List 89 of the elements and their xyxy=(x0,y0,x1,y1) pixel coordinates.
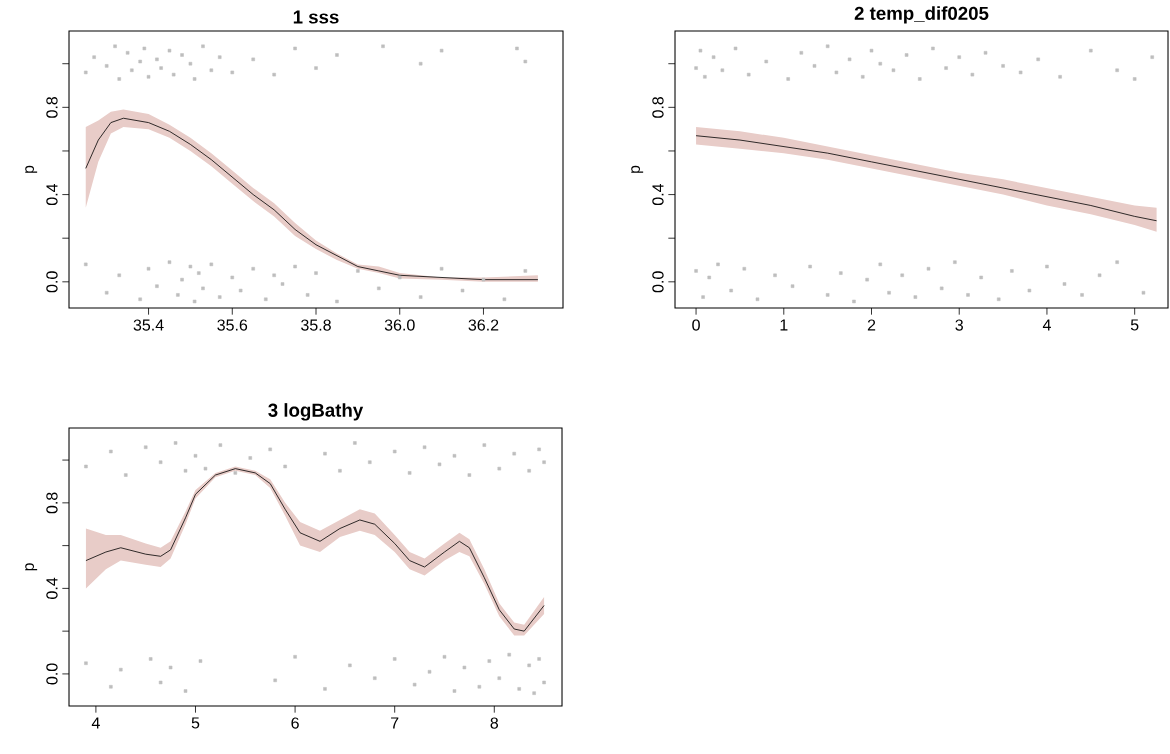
point xyxy=(537,447,541,452)
x-tick-label: 4 xyxy=(1042,319,1051,331)
point xyxy=(109,685,113,689)
point xyxy=(218,443,223,447)
point xyxy=(109,449,113,454)
point xyxy=(497,466,501,471)
point xyxy=(183,469,188,473)
point xyxy=(148,657,153,661)
point xyxy=(437,462,442,467)
point xyxy=(537,657,541,661)
point xyxy=(407,471,412,475)
point xyxy=(193,454,198,458)
point xyxy=(507,652,511,657)
point xyxy=(532,691,536,695)
point xyxy=(124,473,128,477)
point xyxy=(283,464,287,469)
y-axis-title: p xyxy=(631,165,644,173)
point xyxy=(248,456,253,460)
point xyxy=(84,464,88,469)
point xyxy=(527,469,531,473)
point xyxy=(512,451,516,456)
x-tick-label: 2 xyxy=(867,319,876,331)
x-tick-label: 35.6 xyxy=(217,319,248,331)
point xyxy=(168,665,173,670)
x-tick-label: 5 xyxy=(191,717,200,729)
y-tick-label: 0.0 xyxy=(46,271,58,293)
point xyxy=(353,441,357,445)
point xyxy=(487,659,492,663)
x-tick-label: 3 xyxy=(955,319,963,331)
point xyxy=(198,659,203,663)
point xyxy=(542,460,546,464)
point xyxy=(348,663,352,668)
point xyxy=(84,661,88,665)
y-tick-label: 0.0 xyxy=(46,663,58,685)
y-tick-label: 0.4 xyxy=(652,183,664,206)
point xyxy=(233,471,238,475)
x-tick-label: 7 xyxy=(391,717,399,729)
point xyxy=(183,689,188,693)
point xyxy=(392,657,397,661)
point xyxy=(497,676,501,680)
x-tick-label: 4 xyxy=(91,717,100,729)
point xyxy=(442,655,447,659)
point xyxy=(368,460,372,464)
point xyxy=(517,687,521,691)
y-tick-label: 0.4 xyxy=(46,577,58,599)
point xyxy=(392,449,397,454)
point xyxy=(143,445,148,449)
point xyxy=(119,667,123,672)
x-tick-label: 5 xyxy=(1130,319,1139,331)
point xyxy=(158,680,163,685)
x-tick-label: 1 xyxy=(780,319,788,331)
point xyxy=(158,460,163,464)
chart-title: 3 logBathy xyxy=(268,403,364,421)
point xyxy=(412,682,417,687)
point xyxy=(427,670,432,674)
x-tick-label: 0 xyxy=(692,319,700,331)
point xyxy=(323,451,327,456)
x-tick-label: 36.0 xyxy=(384,319,415,331)
chart-title: 2 temp_dif0205 xyxy=(854,6,989,24)
y-tick-label: 0.8 xyxy=(46,492,58,514)
point xyxy=(373,676,377,680)
point xyxy=(422,445,427,449)
point xyxy=(273,678,277,683)
x-tick-label: 6 xyxy=(291,717,299,729)
point xyxy=(542,680,546,685)
point xyxy=(452,689,457,693)
point xyxy=(268,447,272,452)
y-tick-label: 0.4 xyxy=(46,183,58,206)
point xyxy=(527,663,531,668)
y-axis-title: p xyxy=(25,165,38,173)
chart-title: 1 sss xyxy=(293,10,339,24)
y-axis-title: p xyxy=(25,563,38,571)
x-tick-label: 8 xyxy=(490,717,499,729)
point xyxy=(462,665,467,670)
point xyxy=(293,655,297,659)
point xyxy=(203,466,208,471)
x-tick-label: 35.4 xyxy=(133,319,164,331)
point xyxy=(477,685,482,689)
point xyxy=(338,469,342,473)
point xyxy=(467,473,472,477)
point xyxy=(323,687,327,691)
point xyxy=(173,441,178,445)
y-tick-label: 0.8 xyxy=(46,96,58,118)
point xyxy=(452,454,457,458)
x-tick-label: 35.8 xyxy=(301,319,331,331)
point xyxy=(482,443,487,447)
y-tick-label: 0.8 xyxy=(652,96,664,118)
x-tick-label: 36.2 xyxy=(468,319,499,331)
y-tick-label: 0.0 xyxy=(652,271,664,293)
